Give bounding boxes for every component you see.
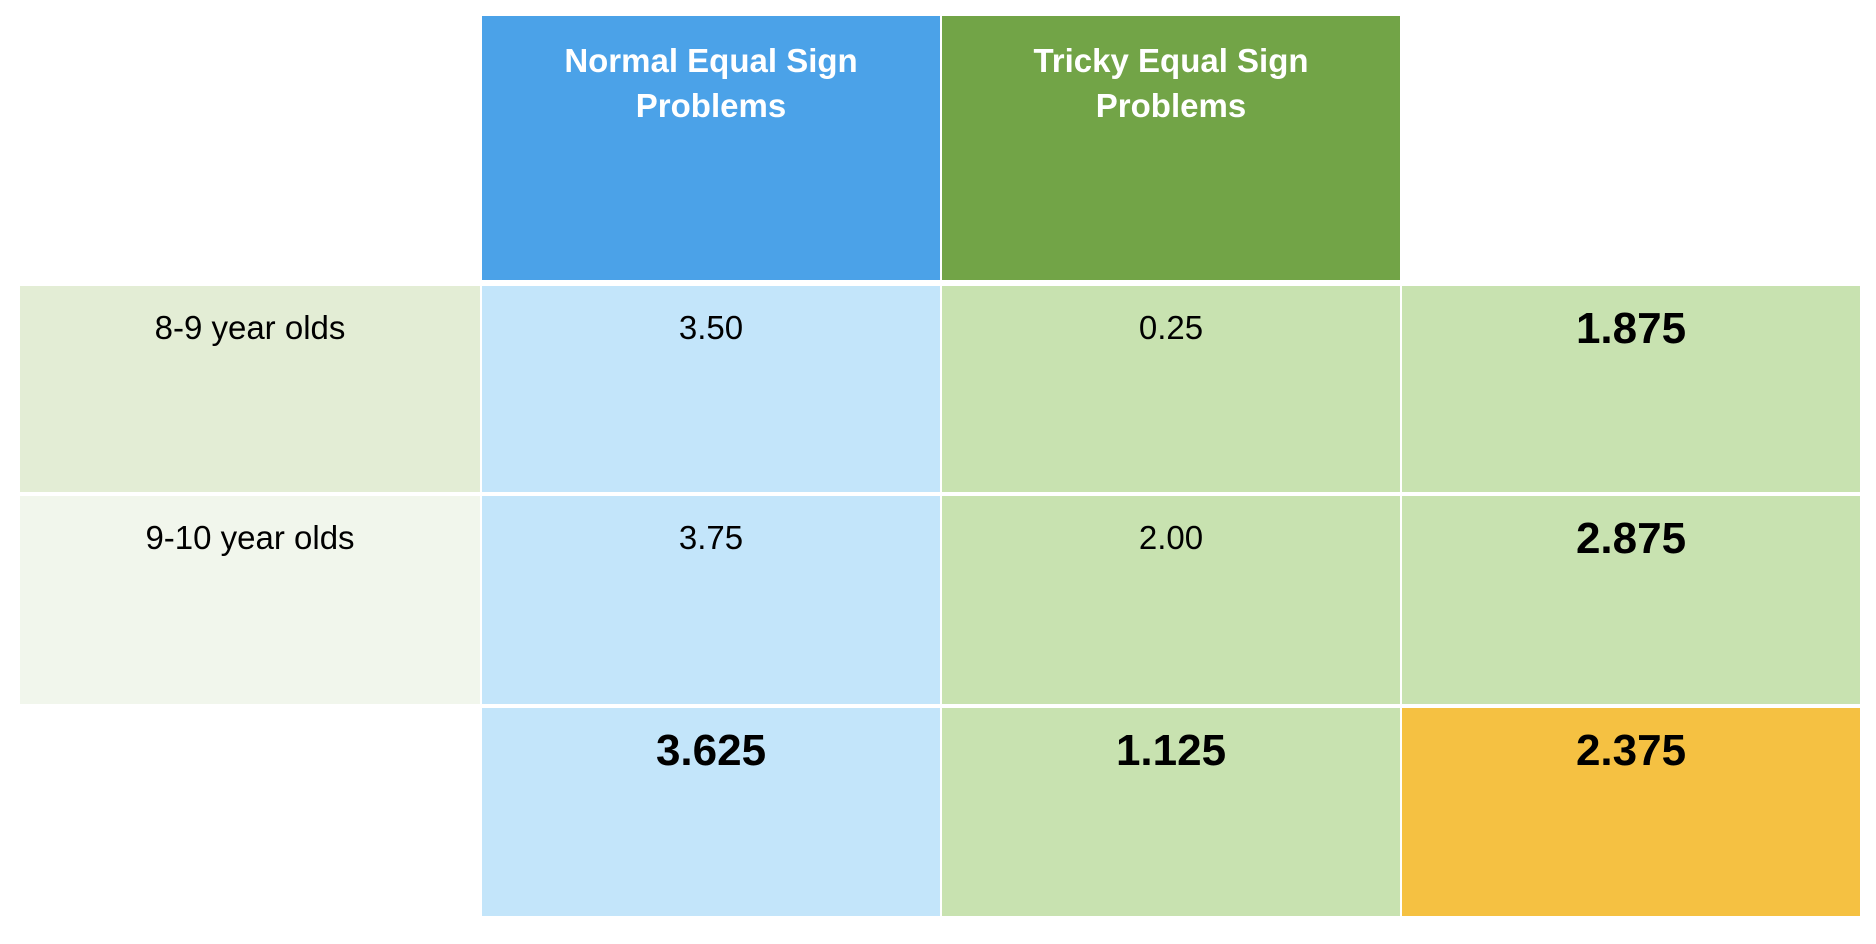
row-label-cell-1: 8-9 year olds: [20, 286, 480, 492]
cell-row1-tricky: 0.25: [942, 286, 1400, 492]
column-mean-normal: 3.625: [655, 726, 767, 775]
grand-mean: 2.375: [1575, 726, 1687, 775]
row-mean-2: 2.875: [1575, 514, 1687, 563]
cell-row1-normal: 3.50: [482, 286, 940, 492]
row-label-2: 9-10 year olds: [145, 519, 355, 556]
value-row2-normal: 3.75: [678, 519, 744, 556]
header-normal: Normal Equal Sign Problems: [482, 16, 940, 280]
cell-col-mean-normal: 3.625: [482, 708, 940, 916]
column-mean-tricky: 1.125: [1115, 726, 1227, 775]
row-mean-1: 1.875: [1575, 304, 1687, 353]
row-label-cell-2: 9-10 year olds: [20, 496, 480, 704]
header-tricky-label: Tricky Equal Sign Problems: [1033, 42, 1309, 124]
cell-row2-mean: 2.875: [1402, 496, 1860, 704]
value-row1-tricky: 0.25: [1138, 309, 1204, 346]
header-tricky: Tricky Equal Sign Problems: [942, 16, 1400, 280]
value-row1-normal: 3.50: [678, 309, 744, 346]
cell-row1-mean: 1.875: [1402, 286, 1860, 492]
cell-row2-tricky: 2.00: [942, 496, 1400, 704]
header-normal-label: Normal Equal Sign Problems: [564, 42, 858, 124]
row-label-1: 8-9 year olds: [154, 309, 346, 346]
cell-grand-mean: 2.375: [1402, 708, 1860, 916]
cell-col-mean-tricky: 1.125: [942, 708, 1400, 916]
cell-row2-normal: 3.75: [482, 496, 940, 704]
value-row2-tricky: 2.00: [1138, 519, 1204, 556]
